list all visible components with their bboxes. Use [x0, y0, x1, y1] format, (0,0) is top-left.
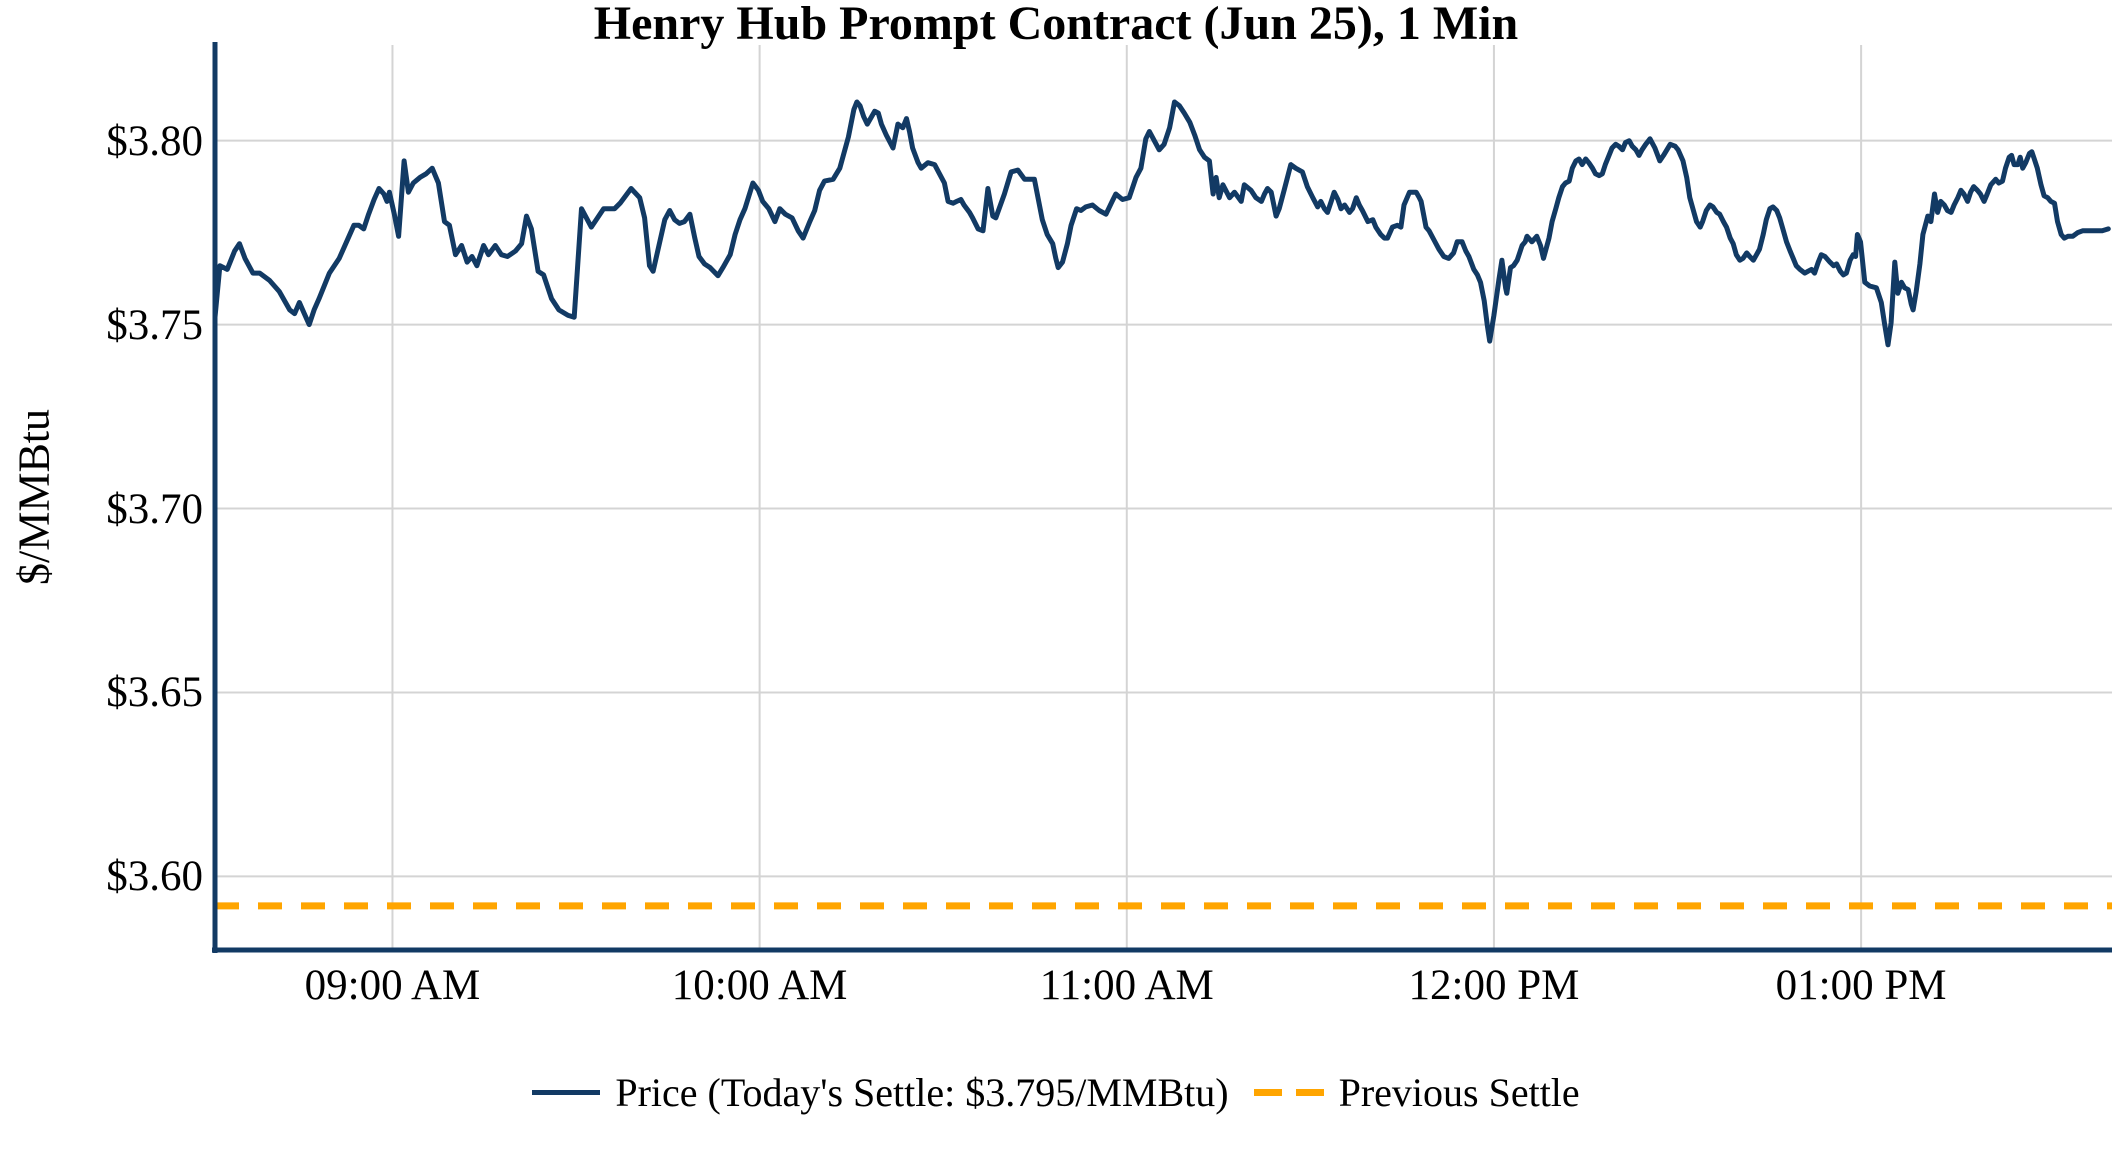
previous-settle-legend-label: Previous Settle — [1338, 1069, 1580, 1115]
price-line — [212, 99, 2111, 348]
gridlines — [215, 45, 2112, 950]
chart-title: Henry Hub Prompt Contract (Jun 25), 1 Mi… — [593, 0, 1519, 50]
previous-settle-legend-swatch-icon — [1253, 1088, 1324, 1096]
price-legend-label: Price (Today's Settle: $3.795/MMBtu) — [615, 1069, 1229, 1115]
price-legend-swatch-icon — [532, 1089, 601, 1095]
legend: Price (Today's Settle: $3.795/MMBtu) Pre… — [0, 1060, 2112, 1124]
